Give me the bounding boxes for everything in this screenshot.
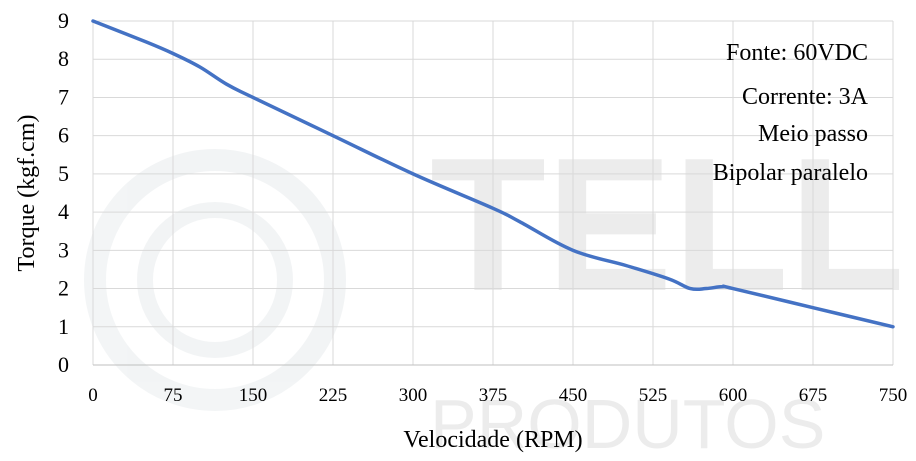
- annotation-1: Corrente: 3A: [742, 84, 869, 110]
- watermark: TELL PRODUTOS: [84, 119, 905, 461]
- watermark-logo-ring-inner: [137, 202, 293, 358]
- y-tick-label-1: 1: [58, 314, 69, 339]
- x-tick-label-0: 0: [88, 385, 98, 406]
- x-tick-label-4: 300: [399, 385, 428, 406]
- series-line-0: [91, 19, 895, 329]
- y-tick-labels: 0 1 2 3 4 5 6 7 8 9: [58, 8, 69, 377]
- watermark-logo-ring: [84, 149, 346, 411]
- y-tick-label-7: 7: [58, 84, 69, 109]
- x-tick-label-6: 450: [559, 385, 588, 406]
- y-tick-label-4: 4: [58, 199, 69, 224]
- x-tick-label-2: 150: [239, 385, 268, 406]
- x-tick-labels: 0 75 150 225 300 375 450 525 600 675 750: [88, 385, 907, 406]
- x-tick-label-8: 600: [719, 385, 748, 406]
- series-group: [91, 19, 895, 329]
- y-tick-label-8: 8: [58, 46, 69, 71]
- annotation-3: Bipolar paralelo: [713, 160, 868, 186]
- x-tick-label-7: 525: [639, 385, 668, 406]
- y-tick-label-5: 5: [58, 161, 69, 186]
- x-axis-title: Velocidade (RPM): [403, 427, 582, 453]
- y-axis-title: Torque (kgf.cm): [14, 115, 40, 272]
- y-tick-label-0: 0: [58, 352, 69, 377]
- annotation-0: Fonte: 60VDC: [726, 40, 868, 66]
- x-tick-label-9: 675: [799, 385, 828, 406]
- x-tick-label-10: 750: [879, 385, 908, 406]
- annotations: Fonte: 60VDC Corrente: 3A Meio passo Bipola…: [713, 40, 869, 186]
- x-tick-label-1: 75: [164, 385, 183, 406]
- grid: [92, 20, 894, 366]
- y-tick-label-6: 6: [58, 123, 69, 148]
- watermark-brand: TELL: [430, 119, 905, 331]
- watermark-sub: PRODUTOS: [430, 385, 825, 456]
- y-tick-label-2: 2: [58, 276, 69, 301]
- x-tick-label-5: 375: [479, 385, 508, 406]
- y-tick-label-9: 9: [58, 8, 69, 33]
- y-tick-label-3: 3: [58, 237, 69, 262]
- annotation-2: Meio passo: [758, 121, 868, 147]
- x-tick-label-3: 225: [319, 385, 348, 406]
